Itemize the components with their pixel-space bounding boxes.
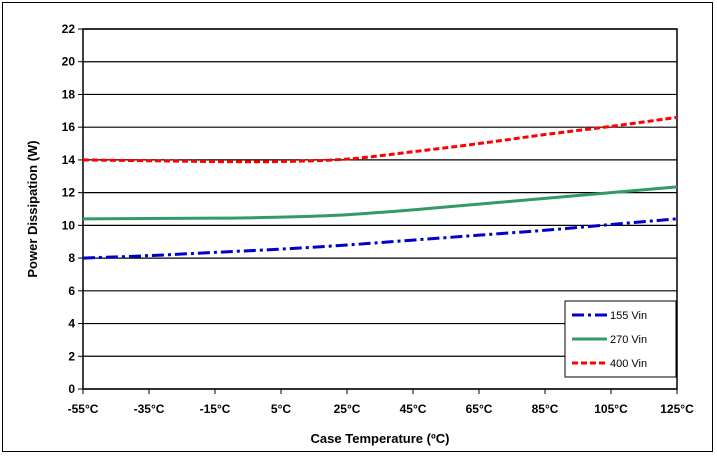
series-line-270-vin: [82, 185, 678, 221]
x-tick-label: 25°C: [334, 402, 361, 416]
y-tick-label: 18: [62, 87, 76, 101]
series-line-400-vin: [82, 115, 678, 164]
x-tick-label: 105°C: [594, 402, 628, 416]
x-tick-label: -15°C: [200, 402, 231, 416]
x-tick-label: 45°C: [400, 402, 427, 416]
y-tick-label: 12: [62, 186, 76, 200]
x-tick-label: -55°C: [68, 402, 99, 416]
plot-border: [82, 28, 678, 390]
x-tick-label: 5°C: [271, 402, 291, 416]
y-tick-label: 14: [62, 153, 76, 167]
legend-label: 155 Vin: [610, 310, 647, 322]
y-tick-label: 6: [68, 284, 75, 298]
x-tick-label: 125°C: [660, 402, 694, 416]
y-tick-label: 4: [68, 317, 75, 331]
y-tick-label: 10: [62, 218, 76, 232]
y-axis-title: Power Dissipation (W): [25, 140, 40, 277]
y-tick-label: 8: [68, 251, 75, 265]
legend-label: 400 Vin: [610, 358, 647, 370]
y-tick-label: 22: [62, 22, 76, 36]
x-tick-label: 85°C: [532, 402, 559, 416]
series-line-155-vin: [82, 217, 678, 260]
y-tick-label: 2: [68, 349, 75, 363]
x-axis-title: Case Temperature (ºC): [311, 431, 450, 446]
y-tick-label: 16: [62, 120, 76, 134]
y-tick-label: 0: [68, 382, 75, 396]
x-tick-label: 65°C: [466, 402, 493, 416]
x-tick-label: -35°C: [134, 402, 165, 416]
y-tick-label: 20: [62, 55, 76, 69]
legend-label: 270 Vin: [610, 334, 647, 346]
